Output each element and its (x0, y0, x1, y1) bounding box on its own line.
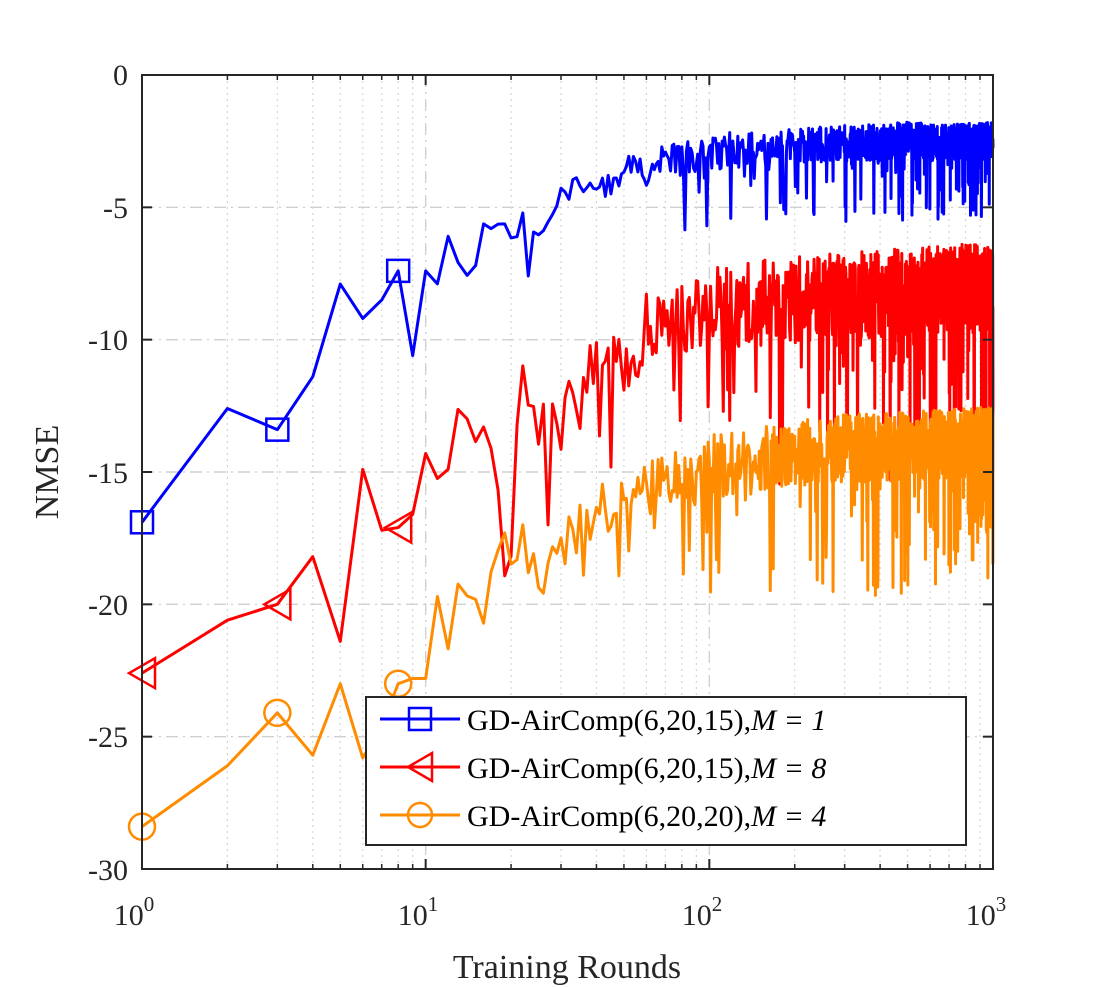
series-line (141, 405, 995, 828)
ticks (141, 74, 994, 870)
legend-label: GD-AirComp(6,20,20),M = 4 (467, 800, 826, 833)
x-tick-label: 102 (682, 892, 723, 932)
legend-entry-red: GD-AirComp(6,20,15),M = 8 (380, 750, 826, 785)
legend-label: GD-AirComp(6,20,15),M = 8 (467, 752, 826, 785)
legend-entry-blue: GD-AirComp(6,20,15),M = 1 (380, 704, 826, 737)
x-tick-label: 100 (114, 892, 155, 932)
legend-label: GD-AirComp(6,20,15),M = 1 (467, 704, 826, 737)
legend-triangle-marker (405, 750, 434, 784)
y-tick-labels: 0 -5 -10 -15 -20 -25 -30 (88, 59, 128, 887)
legend: GD-AirComp(6,20,15),M = 1 GD-AirComp(6,2… (365, 696, 967, 846)
legend-box (365, 696, 967, 846)
y-tick-label: -15 (88, 457, 128, 490)
triangle-marker (261, 587, 292, 622)
square-marker (385, 258, 411, 284)
y-tick-label: -10 (88, 324, 128, 357)
legend-circle-marker (406, 801, 434, 829)
x-axis-label: Training Rounds (453, 949, 681, 986)
square-marker (265, 417, 290, 442)
y-tick-label: -25 (88, 721, 128, 754)
y-tick-label: -5 (103, 192, 128, 225)
y-tick-label: -30 (88, 854, 128, 887)
x-tick-label: 101 (398, 892, 439, 932)
y-axis-label: NMSE (29, 425, 66, 519)
legend-entry-orange: GD-AirComp(6,20,20),M = 4 (380, 800, 826, 833)
triangle-marker (382, 510, 413, 545)
legend-square-marker (407, 706, 433, 732)
circle-marker (263, 698, 292, 728)
x-tick-label: 103 (966, 892, 1007, 932)
y-tick-label: -20 (88, 589, 128, 622)
y-tick-label: 0 (113, 59, 128, 92)
x-tick-labels: 100 101 102 103 (114, 892, 1007, 932)
series-line (141, 242, 995, 675)
series-line (140, 120, 995, 524)
